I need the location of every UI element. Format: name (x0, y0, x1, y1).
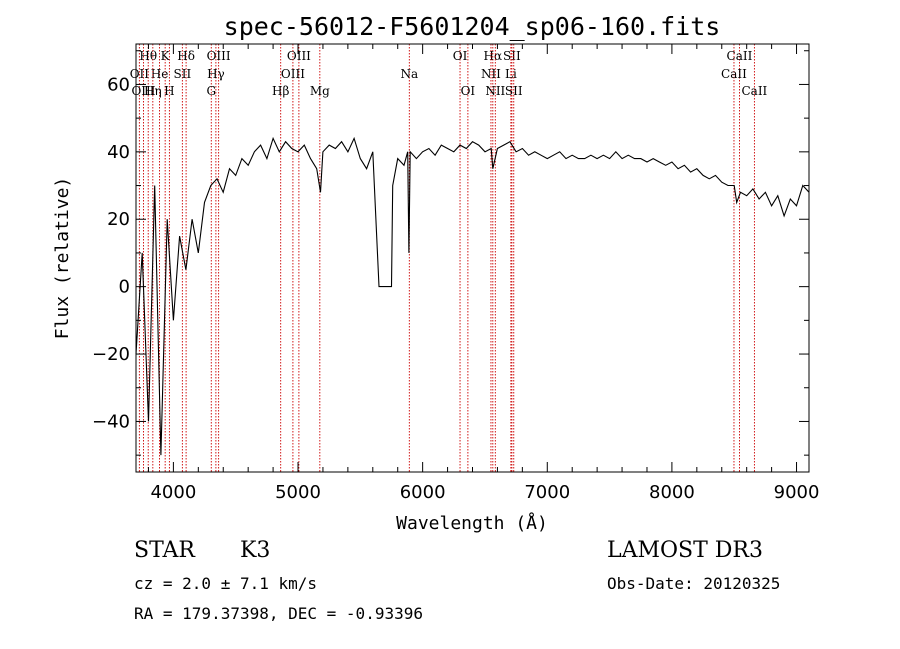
spectral-line-label: OIII (281, 67, 305, 81)
spectral-line-label: OII (130, 67, 150, 81)
spectral-line-label: G (206, 84, 216, 98)
spectral-line-label: K (161, 49, 171, 63)
spectral-line-label: CaII (721, 67, 747, 81)
spectral-line-label: OIII (131, 84, 155, 98)
spectral-line-label: CaII (727, 49, 753, 63)
y-tick-label: 40 (107, 142, 130, 163)
x-tick-label: 9000 (774, 482, 820, 503)
spectral-line-label: NII (485, 84, 505, 98)
y-tick-label: 0 (119, 277, 130, 298)
x-tick-label: 6000 (400, 482, 446, 503)
spectral-line-label: OI (461, 84, 476, 98)
x-tick-label: 7000 (524, 482, 570, 503)
spectral-line-label: SII (503, 49, 521, 63)
y-axis-label: Flux (relative) (52, 177, 73, 340)
x-tick-label: 4000 (150, 482, 196, 503)
object-class: STAR (134, 538, 195, 563)
x-tick-label: 8000 (649, 482, 695, 503)
spectral-line-label: Li (505, 67, 517, 81)
y-tick-label: −20 (92, 344, 130, 365)
spectral-line-label: Hθ (139, 49, 157, 63)
x-axis-label: Wavelength (Å) (396, 512, 548, 534)
spectral-line-label: Hβ (272, 84, 289, 98)
spectral-line-label: Hη (144, 84, 162, 98)
y-tick-label: 60 (107, 74, 130, 95)
y-tick-label: 20 (107, 209, 130, 230)
spectral-line-label: OI (453, 49, 468, 63)
spectral-line-label: SII (505, 84, 523, 98)
spectral-line-label: He (151, 67, 169, 81)
flux-series-line (135, 136, 810, 456)
spectral-line-label: Mg (310, 84, 330, 98)
spectral-line-label: H (164, 84, 174, 98)
spectral-line-label: Hδ (177, 49, 195, 63)
x-tick-label: 5000 (275, 482, 321, 503)
ra-dec-coordinates: RA = 179.37398, DEC = -0.93396 (134, 604, 423, 623)
spectral-line-label: Hα (484, 49, 503, 63)
redshift-velocity: cz = 2.0 ± 7.1 km/s (134, 574, 318, 593)
spectral-line-label: Na (400, 67, 418, 81)
spectral-line-label: NII (481, 67, 501, 81)
plot-frame (135, 43, 810, 473)
spectral-line-label: SII (174, 67, 192, 81)
spectral-line-label: OIII (207, 49, 231, 63)
spectral-line-label: Hγ (207, 67, 225, 81)
object-subclass: K3 (240, 538, 271, 563)
chart-title: spec-56012-F5601204_sp06-160.fits (224, 12, 721, 41)
survey-name: LAMOST DR3 (607, 538, 763, 563)
spectral-line-label: OIII (287, 49, 311, 63)
y-tick-label: −40 (92, 411, 130, 432)
observation-date: Obs-Date: 20120325 (607, 574, 781, 593)
spectral-line-label: CaII (741, 84, 767, 98)
